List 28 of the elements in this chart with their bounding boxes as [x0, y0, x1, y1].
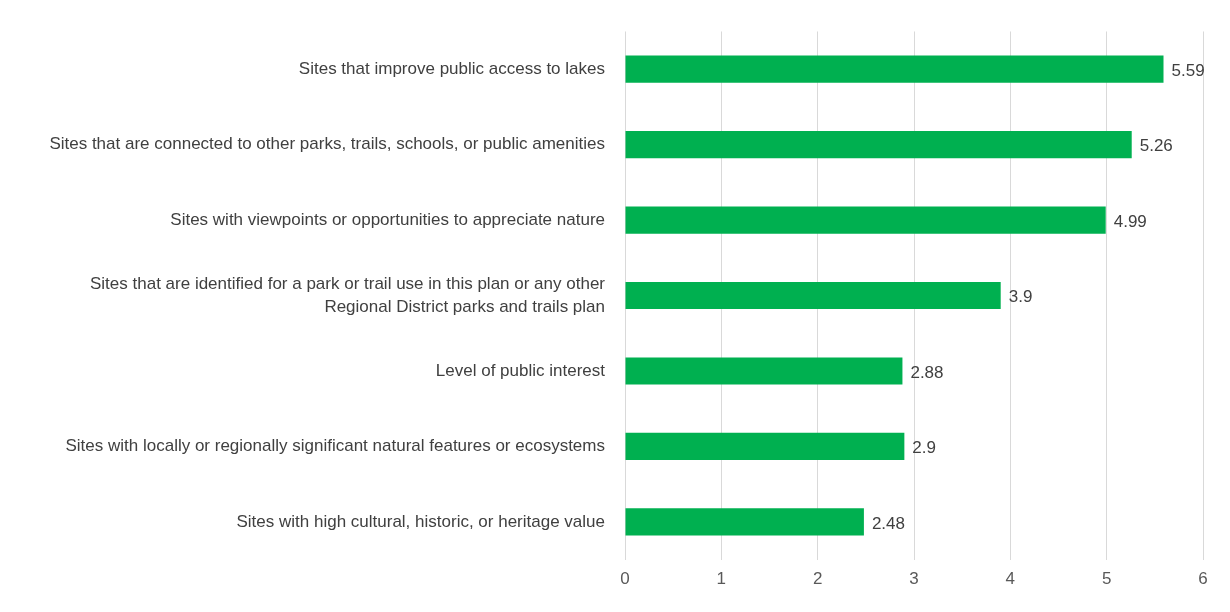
data-label: 2.88 [910, 362, 944, 382]
bar [625, 508, 864, 536]
bar [625, 206, 1106, 234]
data-label: 3.9 [1008, 287, 1033, 307]
data-label: 5.26 [1139, 136, 1173, 156]
y-tick-label: Sites with locally or regionally significant natural features or ecosystems [65, 436, 605, 456]
x-tick-label: 4 [1005, 569, 1016, 589]
x-tick-label: 2 [812, 569, 823, 589]
y-tick-label: Sites with high cultural, historic, or heritage value [236, 511, 605, 531]
x-tick-label: 1 [716, 569, 727, 589]
data-label: 2.48 [871, 513, 905, 533]
data-label: 5.59 [1171, 60, 1205, 80]
y-tick-label: Sites that are connected to other parks, trails, schools, or public amenities [49, 134, 605, 154]
y-tick-label: Sites that are identified for a park or trail use in this plan or any other Regional District parks and trails plan [90, 273, 606, 316]
bar [625, 357, 903, 385]
y-tick-label: Sites that improve public access to lakes [298, 58, 605, 78]
x-tick-label: 6 [1198, 569, 1208, 589]
y-tick-label: Level of public interest [435, 360, 606, 380]
y-tick-label: Sites with viewpoints or opportunities to appreciate nature [170, 209, 605, 229]
data-label: 4.99 [1113, 211, 1147, 231]
x-tick-label: 3 [909, 569, 919, 589]
x-tick-label: 5 [1101, 569, 1112, 589]
data-label: 2.9 [912, 438, 937, 458]
x-tick-label: 0 [620, 569, 630, 589]
bar [625, 432, 905, 461]
bar [625, 55, 1164, 83]
bar [625, 131, 1132, 159]
bar [625, 281, 1001, 310]
